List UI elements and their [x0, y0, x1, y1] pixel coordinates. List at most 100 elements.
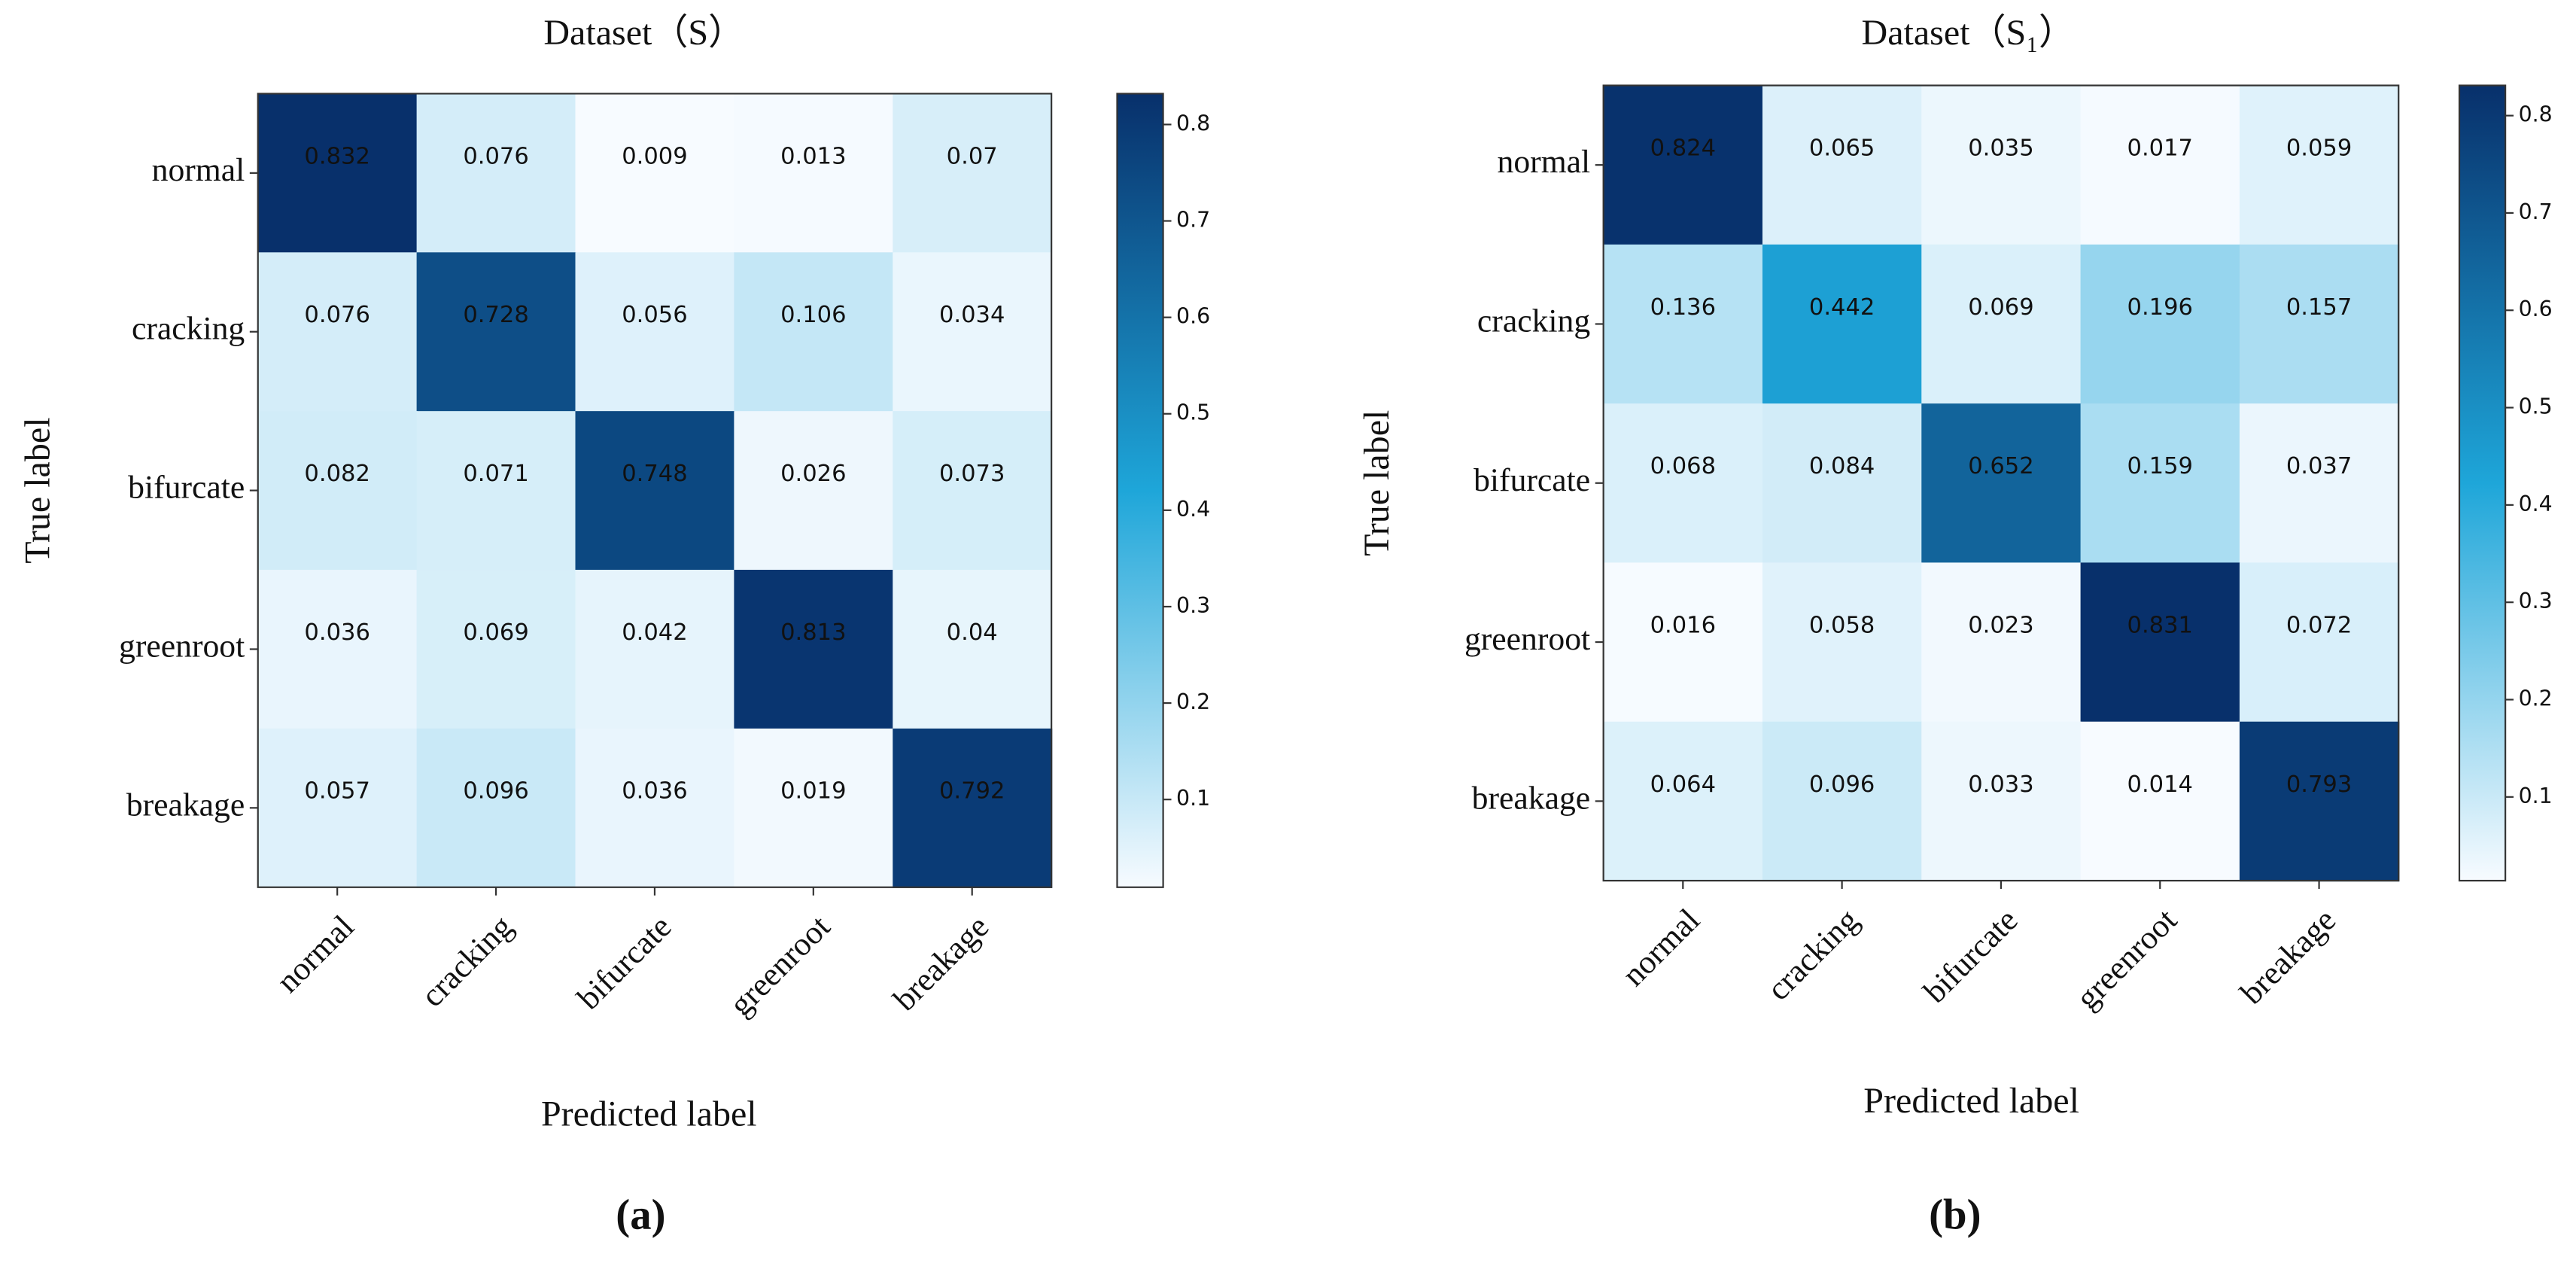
heatmap-cell [575, 252, 735, 412]
cell-label: 0.728 [463, 302, 528, 328]
heatmap-cell [1603, 562, 1764, 723]
heatmap-cell [893, 252, 1053, 412]
cell-label: 0.652 [1968, 453, 2033, 479]
colorbar-tick-label: 0.4 [1176, 497, 1210, 522]
cell-label: 0.034 [939, 302, 1005, 328]
cell-label: 0.013 [780, 143, 846, 169]
heatmap-cell [257, 252, 418, 412]
y-tick-label: breakage [126, 787, 245, 823]
x-tick-label: normal [269, 908, 360, 1000]
cell-label: 0.069 [463, 619, 528, 646]
y-tick-label: greenroot [119, 628, 245, 664]
heatmap-cell [1603, 721, 1764, 882]
cell-label: 0.072 [2286, 612, 2352, 638]
cell-label: 0.106 [780, 302, 846, 328]
colorbar-tick-label: 0.5 [2519, 394, 2553, 419]
y-tick-label: bifurcate [128, 470, 245, 506]
cell-label: 0.073 [939, 461, 1005, 487]
cell-label: 0.071 [463, 461, 528, 487]
heatmap-cell [893, 93, 1053, 254]
heatmap-cell [2239, 562, 2400, 723]
cell-label: 0.014 [2127, 771, 2193, 798]
cell-label: 0.037 [2286, 453, 2352, 479]
colorbar-tick-label: 0.6 [2519, 297, 2553, 321]
y-tick-label: bifurcate [1474, 462, 1590, 498]
cell-label: 0.017 [2127, 135, 2193, 162]
heatmap-cell [1762, 403, 1923, 564]
cell-label: 0.016 [1650, 612, 1716, 638]
heatmap-cell [575, 728, 735, 888]
colorbar-tick-label: 0.3 [1176, 593, 1210, 618]
cell-label: 0.748 [622, 461, 687, 487]
heatmap-cell [2239, 721, 2400, 882]
y-tick-label: breakage [1472, 780, 1590, 816]
colorbar-tick-label: 0.8 [2519, 102, 2553, 127]
heatmap-cell [257, 93, 418, 254]
cell-label: 0.065 [1809, 135, 1875, 162]
cell-label: 0.196 [2127, 294, 2193, 321]
cell-label: 0.136 [1650, 294, 1716, 321]
colorbar-tick-label: 0.6 [1176, 304, 1210, 329]
heatmap-cell [734, 411, 894, 571]
cell-label: 0.068 [1650, 453, 1716, 479]
heatmap-cell [257, 570, 418, 729]
heatmap-cell [2080, 403, 2241, 564]
chart-title: Dataset（S₁） [1862, 13, 2075, 53]
heatmap-cell [893, 570, 1053, 729]
heatmap-cell [1603, 244, 1764, 405]
x-tick-label: greenroot [722, 908, 837, 1023]
colorbar-tick-label: 0.8 [1176, 111, 1210, 135]
x-tick-label: cracking [414, 908, 519, 1014]
cell-label: 0.058 [1809, 612, 1875, 638]
y-axis-label: True label [1357, 410, 1397, 556]
cell-label: 0.096 [1809, 771, 1875, 798]
x-axis-label: Predicted label [541, 1094, 757, 1134]
heatmap-cell [575, 570, 735, 729]
panel-label: (a) [616, 1191, 665, 1239]
x-tick-label: bifurcate [1917, 902, 2025, 1010]
cell-label: 0.04 [947, 619, 998, 646]
y-axis-label: True label [18, 417, 58, 563]
x-tick-label: bifurcate [570, 908, 679, 1017]
colorbar-tick-label: 0.2 [1176, 689, 1210, 714]
cell-label: 0.096 [463, 778, 528, 805]
heatmap-cell [2080, 85, 2241, 245]
y-tick-label: cracking [132, 311, 245, 347]
heatmap-cell [416, 570, 576, 729]
heatmap-cell [1762, 244, 1923, 405]
cell-label: 0.076 [304, 302, 370, 328]
heatmap-cell [2239, 85, 2400, 245]
cell-label: 0.069 [1968, 294, 2033, 321]
colorbar-tick-label: 0.1 [2519, 784, 2553, 808]
heatmap-cell [1762, 85, 1923, 245]
y-tick-label: normal [152, 152, 245, 188]
heatmap-cell [734, 570, 894, 729]
heatmap-cell [1762, 562, 1923, 723]
cell-label: 0.026 [780, 461, 846, 487]
heatmap-cell [734, 252, 894, 412]
colorbar-tick-label: 0.5 [1176, 400, 1210, 425]
cell-label: 0.442 [1809, 294, 1875, 321]
cell-label: 0.059 [2286, 135, 2352, 162]
heatmap-cell [1603, 85, 1764, 245]
panel-label: (b) [1929, 1191, 1981, 1239]
heatmap-cell [257, 728, 418, 888]
cell-label: 0.019 [780, 778, 846, 805]
colorbar [2458, 84, 2507, 882]
cell-label: 0.793 [2286, 771, 2352, 798]
chart-title: Dataset（S） [543, 13, 744, 53]
x-tick-label: breakage [2234, 902, 2343, 1011]
cell-label: 0.076 [463, 143, 528, 169]
heatmap-cell [893, 411, 1053, 571]
cell-label: 0.832 [304, 143, 370, 169]
x-tick-label: breakage [887, 908, 996, 1018]
x-tick-label: greenroot [2070, 902, 2184, 1016]
cell-label: 0.033 [1968, 771, 2033, 798]
cell-label: 0.159 [2127, 453, 2193, 479]
cell-label: 0.036 [622, 778, 687, 805]
heatmap-cell [575, 93, 735, 254]
cell-label: 0.035 [1968, 135, 2033, 162]
cell-label: 0.036 [304, 619, 370, 646]
heatmap-cell [734, 93, 894, 254]
